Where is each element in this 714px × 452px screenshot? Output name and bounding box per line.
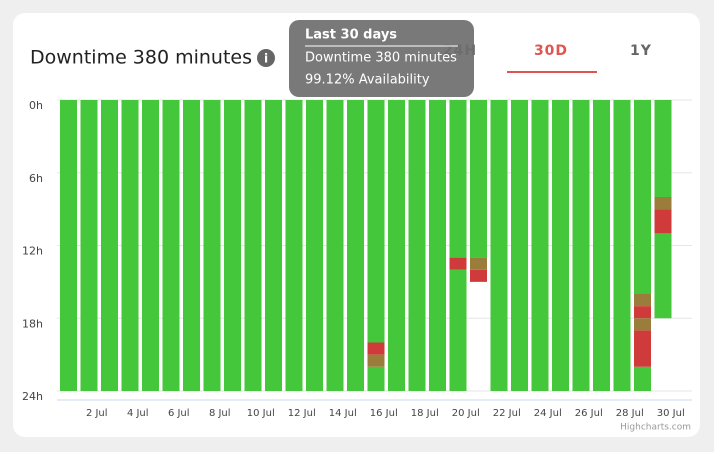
range-bar xyxy=(244,100,262,391)
range-bar xyxy=(634,306,651,319)
tab[interactable]: 1Y xyxy=(630,43,652,59)
range-bar xyxy=(470,269,487,282)
y-tick-label: 12h xyxy=(22,245,43,258)
range-bar xyxy=(367,366,385,391)
y-tick-label: 0h xyxy=(29,99,43,112)
range-bar xyxy=(449,257,467,270)
tab[interactable]: 30D xyxy=(534,43,568,59)
range-bar xyxy=(593,100,610,391)
range-bar xyxy=(408,100,426,391)
tooltip: Last 30 days Downtime 380 minutes 99.12% A… xyxy=(289,20,474,97)
range-bar xyxy=(552,100,569,391)
range-bar xyxy=(634,294,651,307)
range-bar xyxy=(449,269,467,391)
range-bar xyxy=(490,100,508,391)
range-bar xyxy=(654,233,672,319)
y-tick-label: 18h xyxy=(22,317,43,330)
x-tick-label: 28 Jul xyxy=(616,408,644,419)
info-icon[interactable] xyxy=(257,49,275,67)
x-tick-label: 2 Jul xyxy=(86,408,108,419)
range-bar xyxy=(654,100,672,197)
range-bar xyxy=(285,100,303,391)
range-bar xyxy=(367,354,385,367)
range-bar xyxy=(531,100,549,391)
tab-underline xyxy=(507,71,597,73)
y-tick-label: 24h xyxy=(22,390,43,403)
range-bar xyxy=(347,100,364,391)
range-bar xyxy=(203,100,221,391)
range-bar xyxy=(388,100,405,391)
range-bar xyxy=(367,100,385,343)
x-tick-label: 12 Jul xyxy=(288,408,316,419)
range-bar xyxy=(121,100,139,391)
range-bar xyxy=(101,100,118,391)
range-bar xyxy=(60,100,77,391)
chart-title: Downtime 380 minutes xyxy=(30,47,252,69)
tooltip-line: Last 30 days xyxy=(305,28,397,43)
x-tick-label: 18 Jul xyxy=(411,408,439,419)
range-bar xyxy=(224,100,241,391)
range-bar xyxy=(449,100,467,258)
range-bar xyxy=(634,366,651,391)
tooltip-line: Downtime 380 minutes xyxy=(305,51,457,66)
x-tick-label: 26 Jul xyxy=(575,408,603,419)
range-bar xyxy=(572,100,590,391)
x-tick-label: 8 Jul xyxy=(209,408,231,419)
x-tick-label: 30 Jul xyxy=(657,408,685,419)
x-tick-label: 6 Jul xyxy=(168,408,190,419)
range-bar xyxy=(634,330,651,367)
x-tick-label: 4 Jul xyxy=(127,408,149,419)
range-bar xyxy=(162,100,180,391)
range-bar xyxy=(511,100,528,391)
plot-area: 0h 6h 12h 18h 24h 2 Jul 4 Jul 6 Jul 8 Jul 10 Jul 1… xyxy=(22,99,692,419)
y-tick-label: 6h xyxy=(29,172,43,185)
range-bar xyxy=(634,100,651,294)
range-bar xyxy=(183,100,200,391)
range-bar xyxy=(326,100,344,391)
range-bar xyxy=(634,318,651,331)
range-bar xyxy=(470,100,487,258)
range-bar xyxy=(265,100,282,391)
range-bar xyxy=(306,100,323,391)
range-bar xyxy=(613,100,631,391)
tooltip-box xyxy=(289,20,474,97)
x-tick-label: 10 Jul xyxy=(247,408,275,419)
x-tick-label: 16 Jul xyxy=(370,408,398,419)
x-tick-label: 22 Jul xyxy=(493,408,521,419)
x-tick-label: 20 Jul xyxy=(452,408,480,419)
range-bar xyxy=(80,100,98,391)
range-bar xyxy=(654,197,672,210)
credits[interactable]: Highcharts.com xyxy=(620,423,691,433)
tooltip-line: 99.12% Availability xyxy=(305,73,430,88)
range-bar xyxy=(142,100,159,391)
range-bar xyxy=(470,257,487,270)
range-bar xyxy=(429,100,446,391)
range-bar xyxy=(654,209,672,234)
x-tick-label: 14 Jul xyxy=(329,408,357,419)
range-bar xyxy=(367,342,385,355)
info-icon-glyph: i xyxy=(264,52,268,66)
x-tick-label: 24 Jul xyxy=(534,408,562,419)
